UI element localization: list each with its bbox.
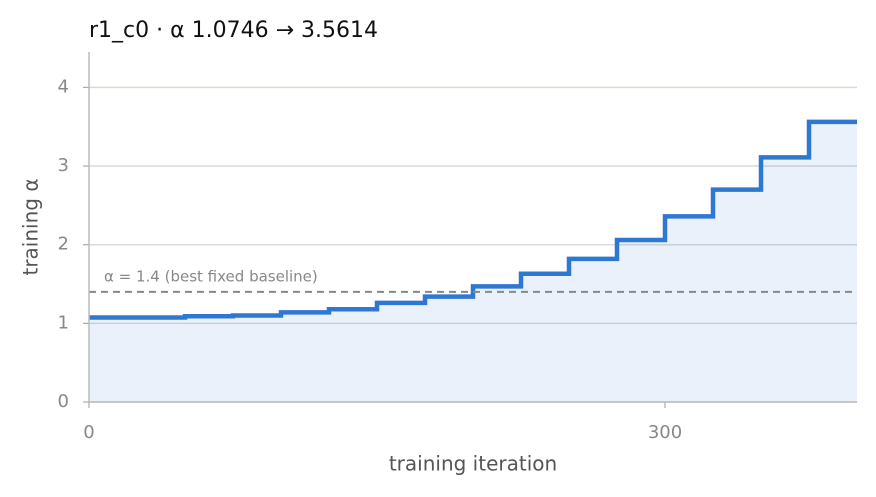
x-tick-label: 300 [648, 422, 682, 443]
y-tick-label: 0 [58, 391, 69, 412]
y-tick-label: 2 [58, 234, 69, 255]
y-axis-label: training α [19, 178, 43, 275]
chart-title: r1_c0 · α 1.0746 → 3.5614 [89, 18, 378, 43]
y-tick-label: 4 [58, 76, 69, 97]
step-line [89, 119, 857, 320]
y-tick-label: 3 [58, 155, 69, 176]
reference-label: α = 1.4 (best fixed baseline) [104, 267, 318, 285]
x-axis-label: training iteration [389, 452, 557, 476]
area-fill [89, 121, 857, 402]
y-tick-label: 1 [58, 312, 69, 333]
x-tick-label: 0 [83, 422, 94, 443]
